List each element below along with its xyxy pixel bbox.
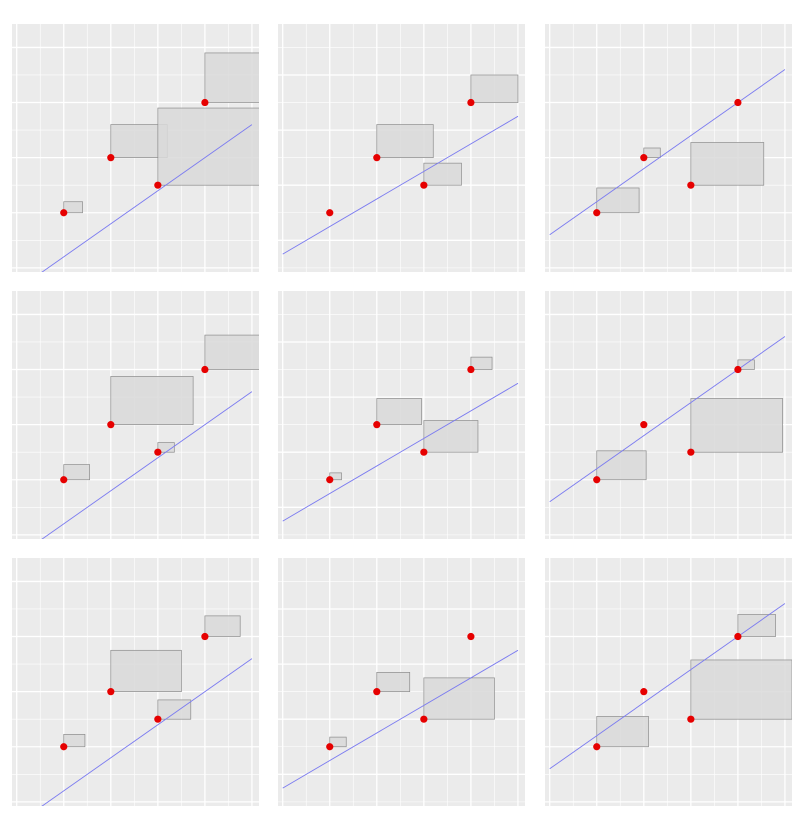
chart-panel-8 xyxy=(278,558,525,806)
residual-square xyxy=(63,464,90,481)
residual-square xyxy=(110,649,182,692)
residual-square xyxy=(110,376,194,425)
data-point xyxy=(593,743,601,751)
data-point xyxy=(420,715,428,723)
gridlines xyxy=(278,291,525,539)
fit-line xyxy=(282,382,519,522)
fit-line xyxy=(282,115,519,255)
data-point xyxy=(420,181,428,189)
marks xyxy=(549,336,786,503)
data-point xyxy=(107,688,115,696)
fit-line xyxy=(282,649,519,789)
residual-square xyxy=(690,398,783,453)
data-point xyxy=(640,421,648,429)
residual-square xyxy=(376,124,434,158)
data-point xyxy=(201,365,209,374)
data-point xyxy=(734,365,742,374)
residual-square xyxy=(204,52,259,103)
residual-square xyxy=(737,614,776,637)
data-point xyxy=(593,209,601,217)
data-point xyxy=(373,154,381,162)
chart-panel-5 xyxy=(278,291,525,539)
residual-square xyxy=(596,187,640,214)
data-point xyxy=(107,421,115,429)
data-point xyxy=(326,743,334,751)
residual-square xyxy=(470,74,519,103)
residual-square xyxy=(690,142,765,186)
marks xyxy=(41,334,259,539)
data-point xyxy=(734,98,742,107)
marks xyxy=(41,615,253,806)
data-point xyxy=(467,632,475,641)
chart-panel-3 xyxy=(545,24,792,272)
residual-square xyxy=(63,201,83,214)
data-point xyxy=(154,181,162,189)
data-point xyxy=(107,154,115,162)
residual-square xyxy=(596,716,649,748)
residual-square xyxy=(643,147,661,158)
data-point xyxy=(326,209,334,217)
marks xyxy=(282,632,519,789)
residual-square xyxy=(63,734,86,748)
fit-line xyxy=(549,69,786,236)
residual-square xyxy=(596,450,647,481)
chart-panel-4 xyxy=(12,291,259,539)
marks xyxy=(282,74,519,255)
marks xyxy=(282,356,519,522)
residual-square xyxy=(376,398,422,425)
data-point xyxy=(467,98,475,107)
data-point xyxy=(640,688,648,696)
residual-square xyxy=(423,677,495,720)
residual-square xyxy=(157,699,192,720)
data-point xyxy=(201,632,209,641)
data-point xyxy=(373,421,381,429)
data-point xyxy=(326,476,334,484)
data-point xyxy=(373,688,381,696)
data-point xyxy=(687,448,695,456)
fit-line xyxy=(549,603,786,770)
fit-line xyxy=(41,658,253,806)
data-point xyxy=(154,715,162,723)
chart-panel-2 xyxy=(278,24,525,272)
residual-square xyxy=(690,659,792,720)
gridlines xyxy=(545,24,792,272)
chart-panel-6 xyxy=(545,291,792,539)
data-point xyxy=(467,365,475,374)
residual-square xyxy=(204,615,241,637)
residual-square xyxy=(329,736,347,748)
data-point xyxy=(420,448,428,456)
residual-square xyxy=(423,420,479,453)
data-point xyxy=(687,181,695,189)
data-point xyxy=(201,98,209,107)
data-point xyxy=(640,154,648,162)
chart-panel-9 xyxy=(545,558,792,806)
data-point xyxy=(60,476,68,484)
residual-square xyxy=(157,107,259,186)
marks xyxy=(549,69,786,236)
fit-line xyxy=(41,124,253,272)
data-point xyxy=(593,476,601,484)
chart-panel-1 xyxy=(12,24,259,272)
fit-line xyxy=(549,336,786,503)
data-point xyxy=(734,632,742,641)
residual-square xyxy=(376,672,411,692)
fit-line xyxy=(41,391,253,539)
residual-square xyxy=(737,359,755,370)
data-point xyxy=(154,448,162,456)
residual-square xyxy=(470,356,493,370)
residual-square xyxy=(204,334,259,370)
data-point xyxy=(60,209,68,217)
marks xyxy=(41,52,259,272)
residual-square xyxy=(423,162,462,186)
marks xyxy=(549,603,792,770)
chart-panel-7 xyxy=(12,558,259,806)
data-point xyxy=(60,743,68,751)
data-point xyxy=(687,715,695,723)
